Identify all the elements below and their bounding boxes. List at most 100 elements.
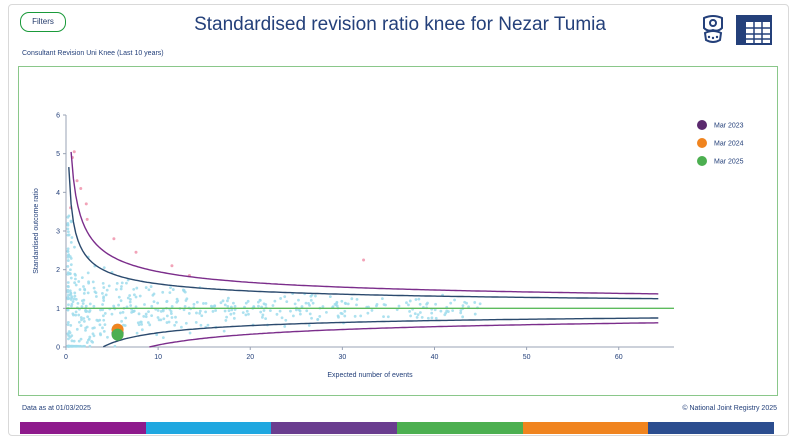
data-point [161,290,165,294]
x-tick-label: 10 [154,354,162,361]
data-point [117,295,121,299]
data-point [66,323,70,327]
data-point [147,288,151,292]
knee-implant-icon[interactable] [698,14,728,46]
data-point [77,339,81,343]
data-point [144,312,148,316]
data-point [120,281,124,285]
data-point [67,337,70,341]
data-point [211,310,215,313]
data-point [256,300,260,304]
data-point [353,314,357,318]
data-point [135,286,139,290]
data-point [94,295,98,298]
data-point [167,320,171,324]
data-point [200,314,204,318]
data-point [132,293,136,297]
data-point [195,311,198,315]
data-point [304,301,308,305]
data-point [309,298,313,302]
data-point [467,305,470,309]
data-point [413,312,417,316]
data-point [157,318,161,322]
data-point [279,297,282,300]
data-point [284,318,288,322]
data-point [386,315,390,319]
data-point [188,331,192,335]
data-point [316,318,320,321]
data-point [66,230,70,234]
table-icon[interactable] [736,14,772,46]
y-tick-label: 1 [56,306,60,313]
data-point [418,311,422,314]
data-point [321,305,325,308]
data-point [152,292,156,296]
data-point [173,323,177,327]
data-point [66,250,70,253]
upper-control-limit [68,167,659,300]
data-point [71,300,75,303]
data-point [84,310,88,313]
data-point [149,285,153,288]
data-point [66,284,70,288]
data-point [77,313,81,317]
data-point [262,309,266,312]
data-point [128,294,132,297]
data-point [66,281,70,284]
data-point [297,308,301,312]
data-point [382,315,385,318]
data-point [84,326,88,330]
data-point [67,296,70,300]
data-point [219,301,223,305]
data-point [461,315,465,319]
data-point [355,297,359,301]
data-point [449,301,453,305]
data-point [278,309,282,313]
data-point [102,299,106,302]
data-point [245,309,249,313]
data-point [430,316,434,320]
data-point [225,315,229,319]
data-point [78,288,82,291]
data-point [170,316,174,319]
data-point [291,314,295,318]
data-point [198,309,202,313]
data-point [80,318,83,322]
filters-button[interactable]: Filters [20,12,66,32]
data-point [95,318,99,322]
data-point [408,310,411,313]
data-point [165,314,169,318]
data-point [446,310,450,313]
data-point [150,314,154,318]
data-point [232,301,235,305]
outlier-point [84,202,88,206]
data-point [140,328,144,332]
data-point [67,330,71,333]
data-point [152,300,156,304]
data-point [68,268,72,272]
data-point [118,311,122,315]
data-point [140,322,144,326]
data-point [308,304,311,307]
data-point [221,299,225,303]
data-point [120,319,124,323]
data-point [233,304,237,308]
data-point [126,296,130,300]
data-point [143,303,146,306]
data-point [181,288,185,292]
data-point [73,245,76,249]
data-point [70,236,74,239]
data-point [433,308,437,312]
data-point [68,272,72,275]
data-point [264,317,268,321]
data-point [271,304,275,307]
data-point [171,288,175,291]
data-point [226,304,230,308]
data-point [192,302,196,306]
x-tick-label: 20 [246,354,254,361]
data-point [380,297,384,301]
outlier-point [170,264,174,268]
data-point [68,255,72,258]
data-point [453,298,456,302]
data-point [241,311,245,314]
